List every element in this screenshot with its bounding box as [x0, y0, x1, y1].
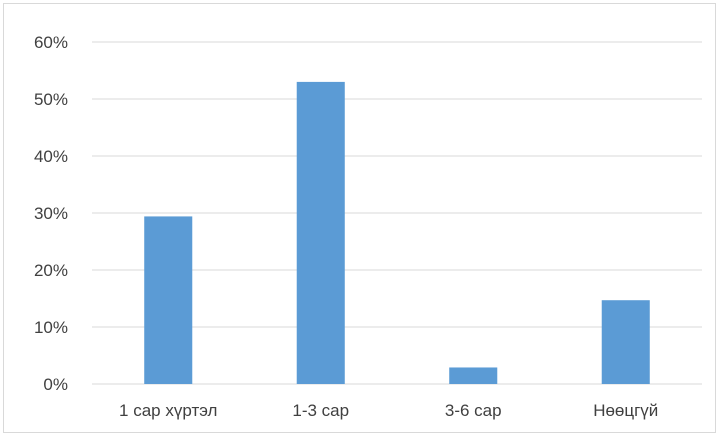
x-tick-label: 1 сар хүртэл: [119, 401, 217, 420]
bars: [144, 81, 650, 385]
bar-1: [296, 81, 345, 385]
bar-chart: 0% 10% 20% 30% 40% 50% 60% 1 сар хүртэл 1-3 сар…: [34, 33, 702, 420]
y-axis-tick-labels: 0% 10% 20% 30% 40% 50% 60%: [34, 33, 68, 394]
y-tick-label: 20%: [34, 261, 68, 280]
grid-lines: [92, 41, 702, 385]
bar-3: [601, 300, 650, 384]
y-tick-label: 10%: [34, 318, 68, 337]
y-tick-label: 50%: [34, 90, 68, 109]
y-tick-label: 0%: [43, 375, 68, 394]
bar-2: [449, 367, 498, 384]
x-tick-label: 3-6 сар: [445, 401, 502, 420]
x-tick-label: 1-3 сар: [292, 401, 349, 420]
y-tick-label: 30%: [34, 204, 68, 223]
chart-frame: 0% 10% 20% 30% 40% 50% 60% 1 сар хүртэл 1-3 сар…: [3, 3, 716, 433]
x-tick-label: Нөөцгүй: [593, 401, 658, 420]
bar-0: [144, 216, 193, 384]
y-tick-label: 40%: [34, 147, 68, 166]
y-tick-label: 60%: [34, 33, 68, 52]
x-axis-tick-labels: 1 сар хүртэл 1-3 сар 3-6 сар Нөөцгүй: [119, 401, 658, 420]
